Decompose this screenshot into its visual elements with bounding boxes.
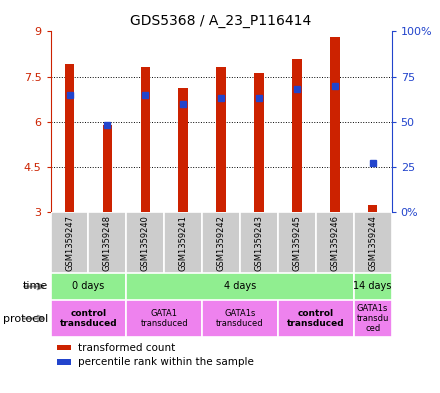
Text: 14 days: 14 days [353, 281, 392, 292]
Text: control
transduced: control transduced [60, 309, 117, 328]
Text: GSM1359246: GSM1359246 [330, 215, 339, 271]
Text: GSM1359247: GSM1359247 [65, 215, 74, 271]
Bar [126, 300, 202, 337]
Bar [51, 300, 126, 337]
Bar [57, 359, 71, 365]
Bar [354, 273, 392, 300]
Text: transformed count: transformed count [78, 343, 175, 353]
Text: GSM1359241: GSM1359241 [179, 215, 188, 271]
Bar [88, 212, 126, 273]
Text: control
transduced: control transduced [287, 309, 345, 328]
Text: 4 days: 4 days [224, 281, 256, 292]
Bar [164, 212, 202, 273]
Text: time: time [23, 281, 48, 292]
Bar [292, 59, 301, 212]
Bar [126, 212, 164, 273]
Text: GSM1359242: GSM1359242 [216, 215, 226, 271]
Bar [51, 212, 88, 273]
Bar [330, 37, 340, 212]
Bar [278, 212, 316, 273]
Bar [216, 67, 226, 212]
Bar [254, 73, 264, 212]
Text: GATA1
transduced: GATA1 transduced [140, 309, 188, 328]
Text: protocol: protocol [3, 314, 48, 323]
Bar [368, 205, 378, 212]
Bar [65, 64, 74, 212]
Bar [103, 125, 112, 212]
Bar [202, 300, 278, 337]
Text: GATA1s
transduced: GATA1s transduced [216, 309, 264, 328]
Text: GSM1359248: GSM1359248 [103, 215, 112, 271]
Bar [354, 300, 392, 337]
Bar [179, 88, 188, 212]
Text: GSM1359244: GSM1359244 [368, 215, 377, 271]
Text: GATA1s
transdu
ced: GATA1s transdu ced [356, 304, 389, 333]
Title: GDS5368 / A_23_P116414: GDS5368 / A_23_P116414 [131, 14, 312, 28]
Text: GSM1359243: GSM1359243 [254, 215, 264, 271]
Bar [278, 300, 354, 337]
Text: GSM1359240: GSM1359240 [141, 215, 150, 271]
Text: 0 days: 0 days [72, 281, 105, 292]
Bar [354, 212, 392, 273]
Text: percentile rank within the sample: percentile rank within the sample [78, 357, 254, 367]
Bar [240, 212, 278, 273]
Text: GSM1359245: GSM1359245 [292, 215, 301, 271]
Bar [51, 273, 126, 300]
Bar [202, 212, 240, 273]
Bar [141, 67, 150, 212]
Bar [126, 273, 354, 300]
Bar [57, 345, 71, 351]
Bar [316, 212, 354, 273]
